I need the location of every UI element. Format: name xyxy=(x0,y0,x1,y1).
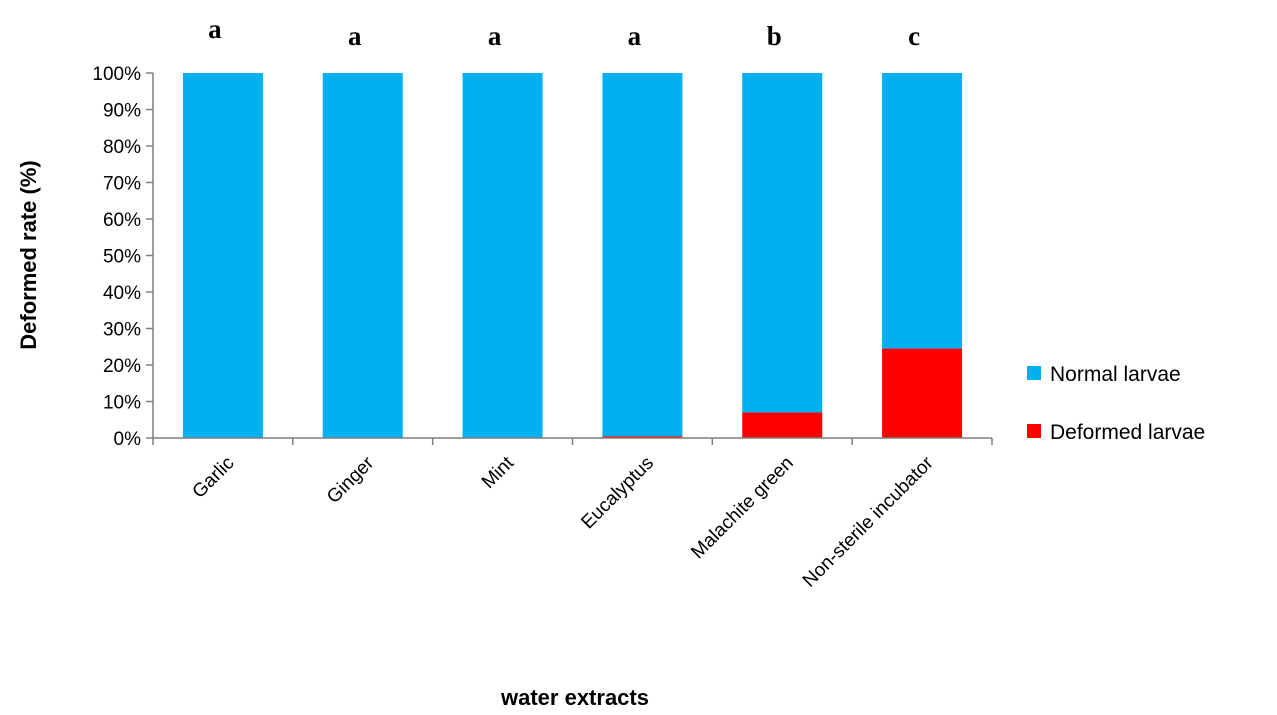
bar-normal-larvae-garlic xyxy=(182,73,263,438)
y-axis-title: Deformed rate (%) xyxy=(16,160,41,349)
y-tick-label: 100% xyxy=(92,64,141,85)
x-tick-label: Ginger xyxy=(323,452,379,508)
bars xyxy=(182,73,963,438)
significance-letter: a xyxy=(348,21,362,51)
legend-label-normal-larvae: Normal larvae xyxy=(1050,363,1181,386)
bar-deformed-larvae-malachite-green xyxy=(742,412,823,438)
bar-normal-larvae-ginger xyxy=(322,73,403,438)
significance-letter: a xyxy=(628,21,642,51)
bar-normal-larvae-eucalyptus xyxy=(602,73,683,437)
bar-normal-larvae-malachite-green xyxy=(742,73,823,413)
x-tick-label: Garlic xyxy=(189,453,239,503)
axes xyxy=(152,73,993,445)
legend: Normal larvae Deformed larvae xyxy=(1027,363,1205,444)
significance-letter: a xyxy=(488,21,502,51)
y-tick-label: 30% xyxy=(103,320,141,341)
y-tick-label: 70% xyxy=(103,174,141,195)
x-axis-tick-labels: Garlic Ginger Mint Eucalyptus Malachite gree… xyxy=(189,452,939,591)
y-tick-label: 0% xyxy=(114,429,142,450)
y-tick-label: 60% xyxy=(103,210,141,231)
y-tick-label: 20% xyxy=(103,356,141,377)
bar-deformed-larvae-eucalyptus xyxy=(602,436,683,438)
y-tick-label: 40% xyxy=(103,283,141,304)
x-tick-label: Mint xyxy=(478,452,519,493)
legend-swatch-normal-larvae xyxy=(1027,366,1041,380)
legend-label-deformed-larvae: Deformed larvae xyxy=(1050,421,1205,444)
y-tick-label: 50% xyxy=(103,247,141,268)
y-tick-label: 80% xyxy=(103,137,141,158)
y-axis-ticks: 0% 10% 20% 30% 40% 50% 60% 70% 80% 90% 100% xyxy=(92,64,153,450)
x-tick-label: Eucalyptus xyxy=(577,453,658,534)
x-axis-title: water extracts xyxy=(500,685,649,710)
x-tick-label: Malachite green xyxy=(687,453,797,563)
legend-swatch-deformed-larvae xyxy=(1027,424,1041,438)
significance-letter: b xyxy=(767,21,782,51)
y-tick-label: 10% xyxy=(103,393,141,414)
y-tick-label: 90% xyxy=(103,101,141,122)
bar-deformed-larvae-non-sterile-incubator xyxy=(882,348,963,438)
significance-letter: c xyxy=(908,21,920,51)
significance-letter: a xyxy=(208,14,222,44)
x-tick-label: Non-sterile incubator xyxy=(799,452,938,591)
bar-normal-larvae-mint xyxy=(462,73,543,438)
bar-normal-larvae-non-sterile-incubator xyxy=(882,73,963,349)
